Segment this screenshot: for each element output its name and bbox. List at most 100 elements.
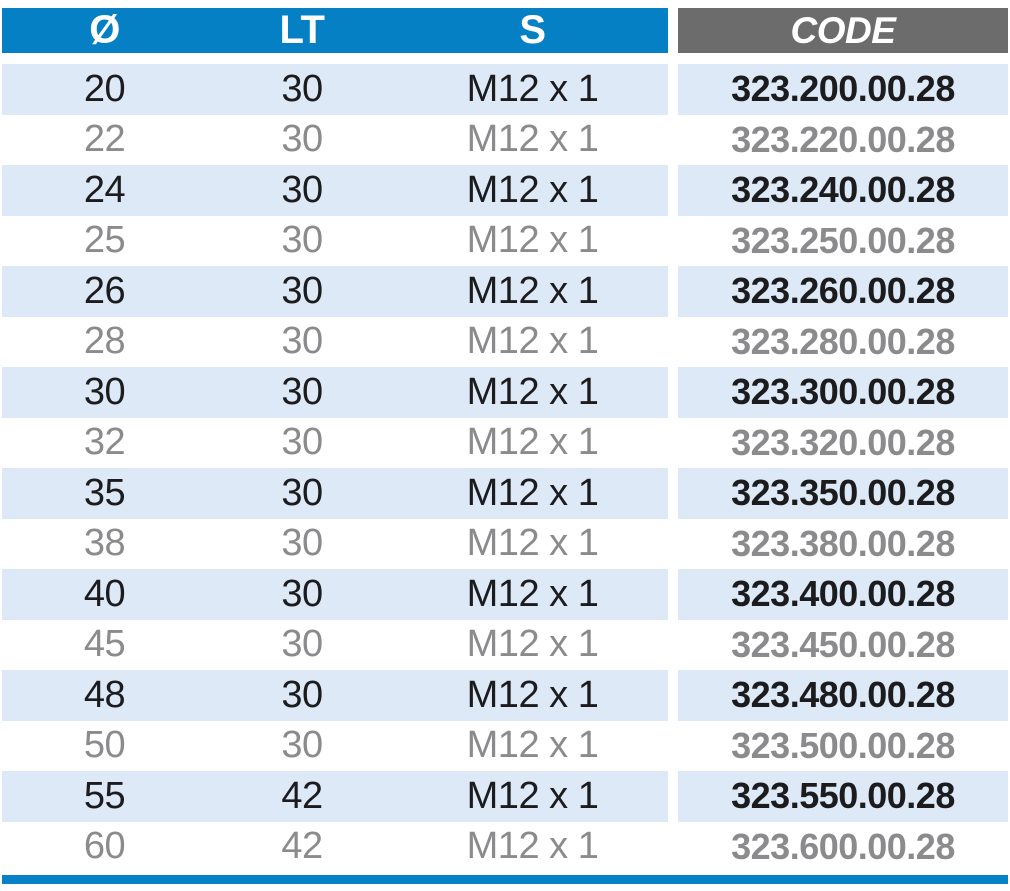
code-cell: 323.300.00.28 bbox=[678, 367, 1008, 418]
s-cell: M12 x 1 bbox=[397, 821, 668, 872]
diameter-cell: 28 bbox=[2, 316, 207, 367]
column-separator bbox=[668, 367, 678, 418]
code-cell: 323.380.00.28 bbox=[678, 518, 1008, 569]
table-row: 25 30 M12 x 1 323.250.00.28 bbox=[2, 215, 1008, 266]
lt-cell: 30 bbox=[207, 316, 397, 367]
lt-cell: 30 bbox=[207, 619, 397, 670]
table-row: 35 30 M12 x 1 323.350.00.28 bbox=[2, 468, 1008, 519]
column-separator bbox=[668, 316, 678, 367]
code-cell: 323.500.00.28 bbox=[678, 720, 1008, 771]
header-lt: LT bbox=[207, 8, 397, 53]
diameter-cell: 35 bbox=[2, 468, 207, 519]
code-cell: 323.200.00.28 bbox=[678, 64, 1008, 115]
catalog-table: Ø LT S CODE 20 30 M12 x 1 323.200.00.28 22 30… bbox=[2, 8, 1008, 884]
column-separator bbox=[668, 8, 678, 53]
code-cell: 323.260.00.28 bbox=[678, 266, 1008, 317]
code-cell: 323.250.00.28 bbox=[678, 215, 1008, 266]
code-cell: 323.550.00.28 bbox=[678, 771, 1008, 822]
column-separator bbox=[668, 417, 678, 468]
table-row: 24 30 M12 x 1 323.240.00.28 bbox=[2, 165, 1008, 216]
column-separator bbox=[668, 720, 678, 771]
table-body: 20 30 M12 x 1 323.200.00.28 22 30 M12 x 1 323.2… bbox=[2, 64, 1008, 872]
diameter-cell: 24 bbox=[2, 165, 207, 216]
s-cell: M12 x 1 bbox=[397, 114, 668, 165]
table-row: 28 30 M12 x 1 323.280.00.28 bbox=[2, 316, 1008, 367]
lt-cell: 30 bbox=[207, 569, 397, 620]
s-cell: M12 x 1 bbox=[397, 64, 668, 115]
diameter-cell: 26 bbox=[2, 266, 207, 317]
code-cell: 323.480.00.28 bbox=[678, 670, 1008, 721]
column-separator bbox=[668, 114, 678, 165]
footer-bar bbox=[2, 875, 1008, 884]
lt-cell: 42 bbox=[207, 821, 397, 872]
s-cell: M12 x 1 bbox=[397, 518, 668, 569]
column-separator bbox=[668, 771, 678, 822]
column-separator bbox=[668, 670, 678, 721]
table-row: 30 30 M12 x 1 323.300.00.28 bbox=[2, 367, 1008, 418]
code-cell: 323.350.00.28 bbox=[678, 468, 1008, 519]
s-cell: M12 x 1 bbox=[397, 670, 668, 721]
lt-cell: 30 bbox=[207, 720, 397, 771]
s-cell: M12 x 1 bbox=[397, 771, 668, 822]
lt-cell: 30 bbox=[207, 165, 397, 216]
diameter-cell: 25 bbox=[2, 215, 207, 266]
s-cell: M12 x 1 bbox=[397, 367, 668, 418]
s-cell: M12 x 1 bbox=[397, 569, 668, 620]
column-separator bbox=[668, 215, 678, 266]
s-cell: M12 x 1 bbox=[397, 316, 668, 367]
column-separator bbox=[668, 468, 678, 519]
s-cell: M12 x 1 bbox=[397, 266, 668, 317]
code-cell: 323.240.00.28 bbox=[678, 165, 1008, 216]
code-cell: 323.400.00.28 bbox=[678, 569, 1008, 620]
table-row: 20 30 M12 x 1 323.200.00.28 bbox=[2, 64, 1008, 115]
column-separator bbox=[668, 518, 678, 569]
column-separator bbox=[668, 619, 678, 670]
lt-cell: 30 bbox=[207, 670, 397, 721]
s-cell: M12 x 1 bbox=[397, 215, 668, 266]
code-cell: 323.280.00.28 bbox=[678, 316, 1008, 367]
header-code: CODE bbox=[678, 8, 1008, 53]
diameter-cell: 40 bbox=[2, 569, 207, 620]
table-row: 50 30 M12 x 1 323.500.00.28 bbox=[2, 720, 1008, 771]
diameter-cell: 50 bbox=[2, 720, 207, 771]
s-cell: M12 x 1 bbox=[397, 417, 668, 468]
code-cell: 323.320.00.28 bbox=[678, 417, 1008, 468]
lt-cell: 30 bbox=[207, 114, 397, 165]
header-s: S bbox=[397, 8, 668, 53]
diameter-cell: 60 bbox=[2, 821, 207, 872]
s-cell: M12 x 1 bbox=[397, 165, 668, 216]
diameter-cell: 45 bbox=[2, 619, 207, 670]
diameter-cell: 20 bbox=[2, 64, 207, 115]
diameter-cell: 38 bbox=[2, 518, 207, 569]
table-row: 48 30 M12 x 1 323.480.00.28 bbox=[2, 670, 1008, 721]
column-separator bbox=[668, 821, 678, 872]
code-cell: 323.450.00.28 bbox=[678, 619, 1008, 670]
diameter-cell: 48 bbox=[2, 670, 207, 721]
lt-cell: 30 bbox=[207, 266, 397, 317]
diameter-cell: 32 bbox=[2, 417, 207, 468]
diameter-cell: 55 bbox=[2, 771, 207, 822]
lt-cell: 30 bbox=[207, 518, 397, 569]
lt-cell: 30 bbox=[207, 64, 397, 115]
table-row: 38 30 M12 x 1 323.380.00.28 bbox=[2, 518, 1008, 569]
code-cell: 323.600.00.28 bbox=[678, 821, 1008, 872]
code-cell: 323.220.00.28 bbox=[678, 114, 1008, 165]
column-separator bbox=[668, 64, 678, 115]
lt-cell: 30 bbox=[207, 468, 397, 519]
lt-cell: 30 bbox=[207, 367, 397, 418]
column-separator bbox=[668, 569, 678, 620]
header-diameter: Ø bbox=[2, 8, 207, 53]
lt-cell: 30 bbox=[207, 417, 397, 468]
s-cell: M12 x 1 bbox=[397, 619, 668, 670]
diameter-cell: 22 bbox=[2, 114, 207, 165]
column-separator bbox=[668, 266, 678, 317]
table-row: 45 30 M12 x 1 323.450.00.28 bbox=[2, 619, 1008, 670]
s-cell: M12 x 1 bbox=[397, 468, 668, 519]
table-row: 26 30 M12 x 1 323.260.00.28 bbox=[2, 266, 1008, 317]
lt-cell: 42 bbox=[207, 771, 397, 822]
table-header-row: Ø LT S CODE bbox=[2, 8, 1008, 53]
diameter-cell: 30 bbox=[2, 367, 207, 418]
lt-cell: 30 bbox=[207, 215, 397, 266]
table-row: 60 42 M12 x 1 323.600.00.28 bbox=[2, 821, 1008, 872]
table-row: 22 30 M12 x 1 323.220.00.28 bbox=[2, 114, 1008, 165]
